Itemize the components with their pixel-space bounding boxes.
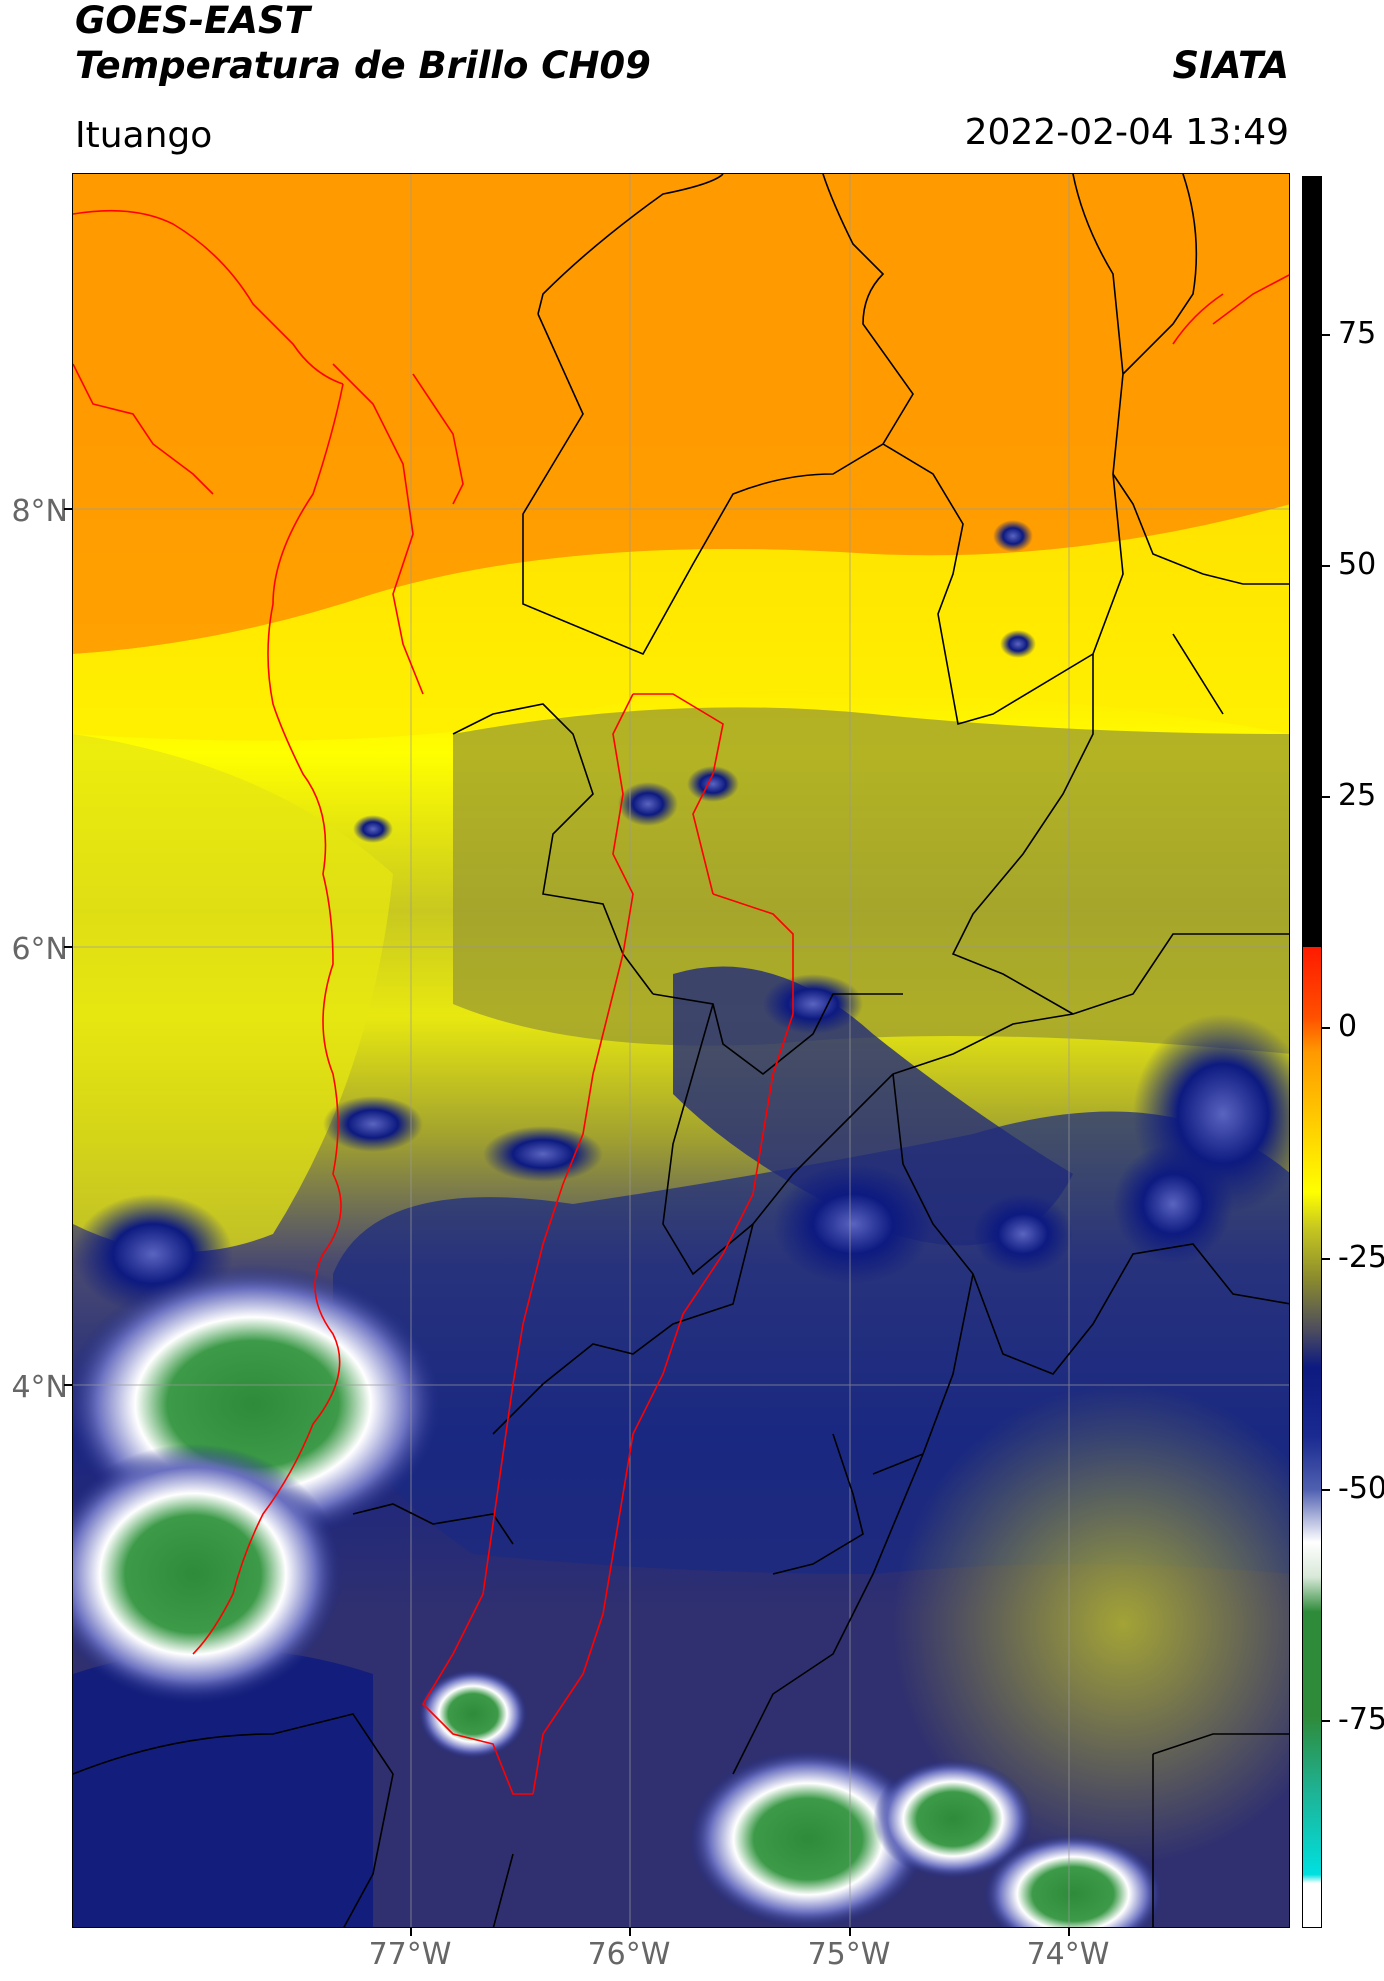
colorbar-label: 0 <box>1338 1009 1358 1044</box>
colorbar-tick <box>1322 1027 1330 1029</box>
colorbar-label: 50 <box>1338 547 1377 582</box>
lat-label-8n: 8°N <box>11 494 68 529</box>
graticule <box>73 174 1289 1927</box>
colorbar-tick <box>1322 1720 1330 1722</box>
colorbar-label: -75 <box>1338 1702 1384 1737</box>
admin-boundaries <box>73 174 1289 1927</box>
colorbar-tick <box>1322 796 1330 798</box>
lat-label-4n: 4°N <box>11 1370 68 1405</box>
colorbar-tick <box>1322 565 1330 567</box>
satellite-map[interactable] <box>72 173 1290 1928</box>
lon-label-75w: 75°W <box>807 1937 891 1972</box>
lon-label-76w: 76°W <box>587 1937 671 1972</box>
lon-tick <box>849 1928 851 1936</box>
region-label: Ituango <box>75 115 213 156</box>
lon-label-74w: 74°W <box>1026 1937 1110 1972</box>
title-product: Temperatura de Brillo CH09 <box>75 44 651 87</box>
colorbar-tick <box>1322 1489 1330 1491</box>
lon-tick <box>1068 1928 1070 1936</box>
colorbar-label: 75 <box>1338 316 1377 351</box>
title-satellite: GOES-EAST <box>75 0 310 42</box>
lat-tick <box>64 508 72 510</box>
colorbar-label: -50 <box>1338 1471 1384 1506</box>
colorbar-label: -25 <box>1338 1240 1384 1275</box>
lon-tick <box>410 1928 412 1936</box>
lat-tick <box>64 946 72 948</box>
brand-label: SIATA <box>1172 44 1289 87</box>
basin-outline <box>73 209 1289 1795</box>
colorbar-tick <box>1322 334 1330 336</box>
lat-label-6n: 6°N <box>11 932 68 967</box>
colorbar-label: 25 <box>1338 778 1377 813</box>
lon-tick <box>629 1928 631 1936</box>
lat-tick <box>64 1384 72 1386</box>
colorbar <box>1302 176 1322 1928</box>
datetime-label: 2022-02-04 13:49 <box>964 112 1289 153</box>
warm-region <box>73 174 1289 654</box>
lon-label-77w: 77°W <box>368 1937 452 1972</box>
colorbar-tick <box>1322 1258 1330 1260</box>
